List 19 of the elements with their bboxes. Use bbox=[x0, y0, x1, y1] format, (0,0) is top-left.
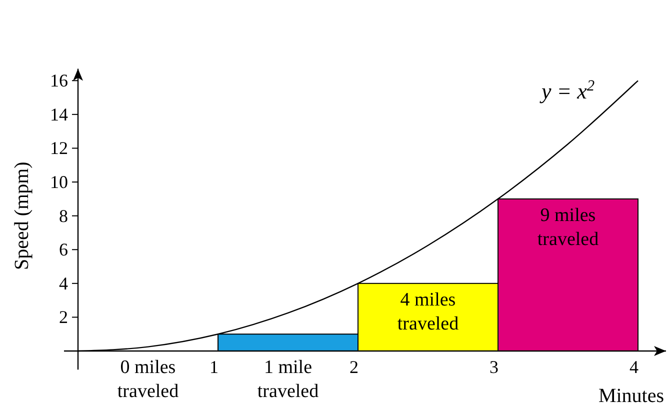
y-tick-label: 14 bbox=[50, 104, 68, 124]
annotation: 9 miles traveled bbox=[537, 204, 600, 250]
y-tick-label: 8 bbox=[59, 206, 68, 226]
x-tick-label: 3 bbox=[490, 357, 498, 378]
y-tick-label: 2 bbox=[59, 307, 68, 328]
x-axis-title: Minutes bbox=[598, 385, 664, 406]
x-tick-label: 1 bbox=[210, 357, 218, 378]
y-axis-title: Speed (mpm) bbox=[11, 162, 33, 270]
y-tick-label: 6 bbox=[59, 240, 68, 260]
annotation: 0 miles traveled bbox=[117, 357, 180, 402]
y-tick-label: 10 bbox=[50, 172, 68, 192]
y-tick-label: 12 bbox=[50, 138, 68, 158]
y-tick-label: 4 bbox=[59, 273, 68, 294]
annotation: 1 mile traveled bbox=[257, 357, 320, 402]
x-tick-label: 4 bbox=[630, 357, 638, 378]
x-tick-label: 2 bbox=[350, 357, 358, 378]
y-tick-label: 16 bbox=[50, 70, 68, 91]
annotation: y = x$^{2}$ bbox=[539, 77, 595, 104]
annotation: 4 miles traveled bbox=[397, 289, 460, 334]
